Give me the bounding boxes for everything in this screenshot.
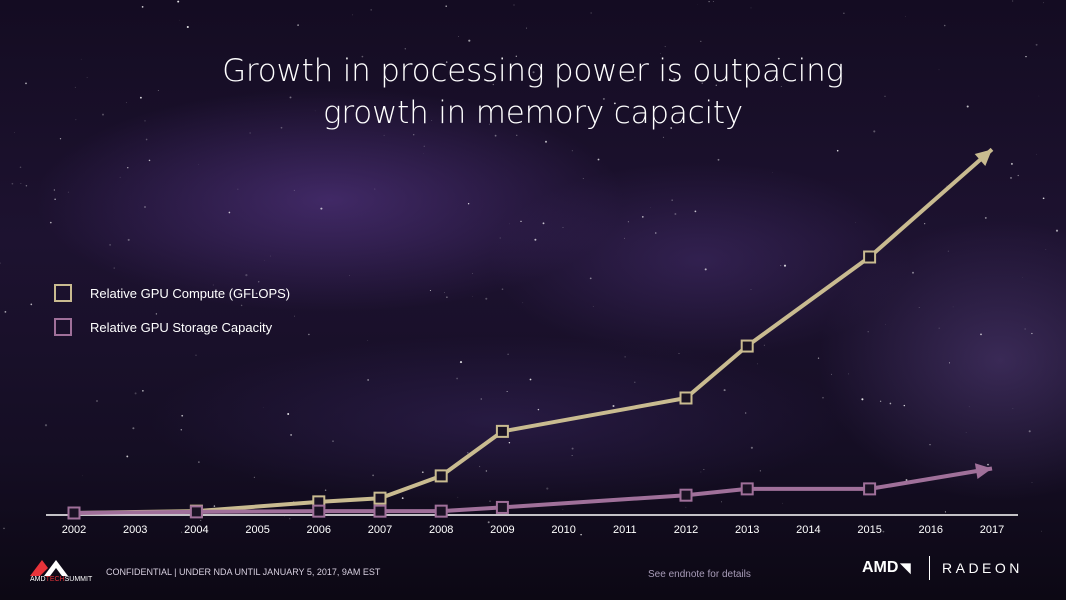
amd-tech-summit-logo [30,560,68,576]
data-point-marker [863,250,877,264]
data-point-marker [863,482,877,496]
data-point-marker [373,504,387,518]
x-tick-label: 2002 [62,524,86,536]
x-tick-label: 2011 [613,524,637,536]
x-tick-label: 2010 [551,524,575,536]
x-tick-label: 2017 [980,524,1004,536]
summit-brand-summit: SUMMIT [64,576,93,583]
legend-swatch-compute [54,284,72,302]
data-point-marker [373,491,387,505]
amd-logo-text: AMD [862,559,899,576]
radeon-logo: RADEON [942,560,1023,576]
series-line-compute [73,147,994,515]
amd-arrow-icon: ◥ [900,560,911,575]
x-tick-label: 2008 [429,524,453,536]
data-point-marker [189,505,203,519]
data-point-marker [740,482,754,496]
data-point-marker [495,500,509,514]
x-tick-label: 2004 [184,524,208,536]
x-tick-label: 2006 [307,524,331,536]
confidential-notice: CONFIDENTIAL | UNDER NDA UNTIL JANUARY 5… [106,567,381,577]
legend-label-compute: Relative GPU Compute (GFLOPS) [90,285,291,301]
data-point-marker [679,488,693,502]
data-point-marker [67,506,81,520]
legend-label-storage: Relative GPU Storage Capacity [90,319,273,335]
series-arrowhead-storage [974,463,992,479]
data-point-marker [740,339,754,353]
legend-item-compute: Relative GPU Compute (GFLOPS) [54,282,290,304]
summit-brand-amd: AMD [30,576,46,583]
logo-divider [929,556,930,580]
x-tick-label: 2012 [674,524,698,536]
series-line-storage [73,466,993,515]
data-point-marker [434,504,448,518]
amd-logo: AMD ◥ [862,559,910,577]
legend-swatch-storage [54,318,72,336]
data-point-marker [312,504,326,518]
title-line-1: Growth in processing power is outpacing [222,53,844,89]
x-tick-label: 2015 [857,524,881,536]
summit-brand-tech: TECH [45,576,65,583]
data-point-marker [495,424,509,438]
legend-item-storage: Relative GPU Storage Capacity [54,316,290,338]
data-point-marker [434,469,448,483]
data-point-marker [679,391,693,405]
x-tick-label: 2003 [123,524,147,536]
x-tick-label: 2016 [919,524,943,536]
title-line-2: growth in memory capacity [322,95,743,131]
tech-summit-wordmark: AMDTECHSUMMIT [30,576,92,583]
x-tick-label: 2007 [368,524,392,536]
x-tick-label: 2014 [796,524,820,536]
slide-footer: AMDTECHSUMMIT CONFIDENTIAL | UNDER NDA U… [0,548,1066,600]
chart-legend: Relative GPU Compute (GFLOPS) Relative G… [54,282,290,350]
series-arrowhead-compute [974,149,992,166]
x-tick-label: 2005 [245,524,269,536]
x-tick-label: 2013 [735,524,759,536]
slide-title: Growth in processing power is outpacing … [133,50,933,134]
line-chart: 2002 2003 2004 2005 2006 2007 2008 2009 2010 2011… [62,147,1004,536]
endnote-text: See endnote for details [648,569,751,580]
x-tick-label: 2009 [490,524,514,536]
